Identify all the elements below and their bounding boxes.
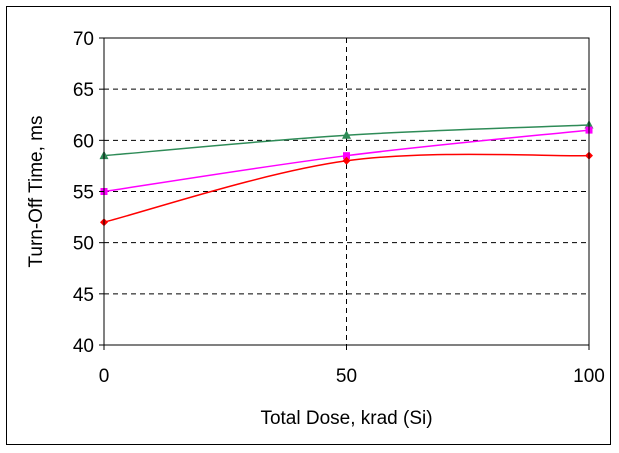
data-point-diamond (342, 156, 351, 165)
y-tick-label: 45 (73, 285, 94, 306)
x-tick-label: 0 (99, 366, 110, 387)
y-tick-label: 40 (73, 336, 94, 357)
y-tick-label: 60 (73, 131, 94, 152)
data-point-square (343, 152, 350, 160)
x-tick-label: 50 (336, 366, 357, 387)
y-axis-title: Turn-Off Time, ms (26, 115, 47, 267)
axes (99, 37, 590, 350)
plot-border (103, 37, 590, 346)
y-tick-label: 50 (73, 234, 94, 255)
y-tick-label: 55 (73, 183, 94, 204)
x-axis-title: Total Dose, krad (Si) (260, 408, 432, 429)
tick-labels: 40 45 50 55 60 65 70 0 50 100 (73, 29, 605, 387)
data-point-triangle (342, 130, 351, 139)
x-tick-label: 100 (573, 366, 605, 387)
y-tick-label: 65 (73, 80, 94, 101)
y-tick-label: 70 (73, 29, 94, 50)
